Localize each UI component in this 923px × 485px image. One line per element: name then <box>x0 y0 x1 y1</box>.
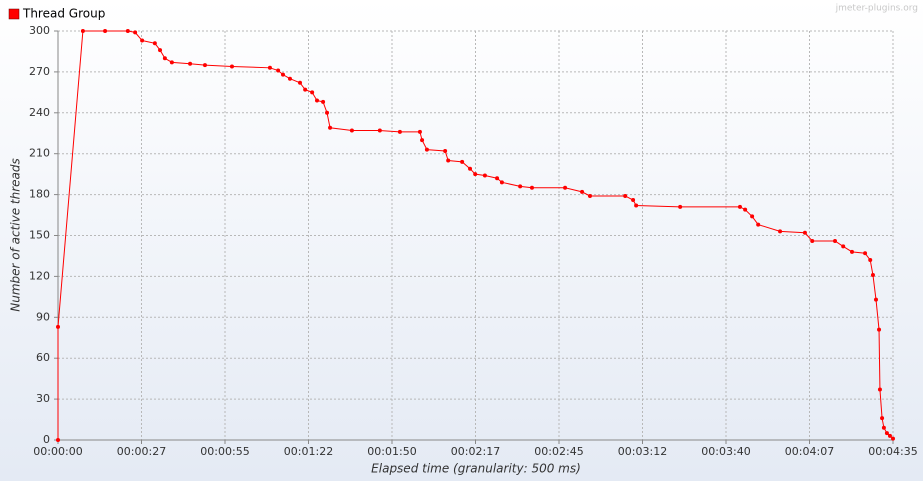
data-point <box>468 166 473 171</box>
x-tick-label: 00:03:12 <box>618 445 667 458</box>
data-point <box>802 230 807 235</box>
data-point <box>377 128 382 133</box>
data-point <box>303 87 308 92</box>
x-tick-label: 00:02:17 <box>451 445 500 458</box>
y-axis-label: Number of active threads <box>9 158 23 312</box>
data-point <box>188 61 193 66</box>
data-point <box>310 90 315 95</box>
data-point <box>297 80 302 85</box>
data-point <box>841 244 846 249</box>
data-point <box>833 238 838 243</box>
data-point <box>495 176 500 181</box>
data-point <box>810 238 815 243</box>
data-point <box>873 297 878 302</box>
data-point <box>884 431 889 436</box>
data-point <box>518 184 523 189</box>
data-point <box>424 147 429 152</box>
y-tick-label: 30 <box>36 392 50 405</box>
x-tick-label: 00:01:22 <box>284 445 333 458</box>
watermark: jmeter-plugins.org <box>835 4 918 14</box>
data-point <box>881 425 886 430</box>
x-tick-label: 00:02:45 <box>534 445 583 458</box>
y-tick-label: 300 <box>29 24 50 37</box>
data-point <box>580 189 585 194</box>
data-point <box>420 138 425 143</box>
data-point <box>587 193 592 198</box>
data-point <box>229 64 234 69</box>
data-point <box>80 29 85 33</box>
data-point <box>877 387 882 392</box>
x-tick-label: 00:04:35 <box>868 445 917 458</box>
x-tick-label: 00:04:07 <box>785 445 834 458</box>
data-point <box>678 204 683 209</box>
x-tick-label: 00:03:40 <box>701 445 750 458</box>
data-point <box>321 99 326 104</box>
data-point <box>169 60 174 65</box>
x-tick-label: 00:01:50 <box>367 445 416 458</box>
data-point <box>56 438 60 442</box>
data-point <box>891 436 895 441</box>
data-point <box>756 222 761 227</box>
data-point <box>482 173 487 178</box>
data-point <box>133 30 138 35</box>
data-point <box>276 68 281 73</box>
y-tick-label: 120 <box>29 269 50 282</box>
y-tick-label: 60 <box>36 351 50 364</box>
y-tick-label: 180 <box>29 188 50 201</box>
y-tick-label: 210 <box>29 147 50 160</box>
data-point <box>162 56 167 61</box>
y-tick-label: 90 <box>36 310 50 323</box>
data-point <box>870 273 875 278</box>
data-point <box>460 159 465 164</box>
y-tick-label: 150 <box>29 229 50 242</box>
data-point <box>443 148 448 153</box>
data-point <box>499 180 504 185</box>
data-point <box>325 110 330 115</box>
data-point <box>349 128 354 133</box>
data-point <box>473 172 478 177</box>
data-point <box>315 98 320 103</box>
data-point <box>280 72 285 77</box>
data-point <box>880 416 885 421</box>
data-point <box>778 229 783 234</box>
data-point <box>631 198 636 203</box>
data-point <box>634 203 639 208</box>
data-point <box>868 258 873 263</box>
data-point <box>563 185 568 190</box>
x-tick-label: 00:00:00 <box>33 445 82 458</box>
data-point <box>750 214 755 219</box>
x-axis-label: Elapsed time (granularity: 500 ms) <box>371 462 581 476</box>
data-point <box>202 63 207 68</box>
data-point <box>103 29 108 33</box>
data-point <box>737 204 742 209</box>
data-point <box>125 29 130 33</box>
data-point <box>328 125 333 130</box>
data-point <box>850 249 855 254</box>
data-point <box>140 38 145 43</box>
data-point <box>417 129 422 134</box>
data-point <box>877 327 882 332</box>
legend-label: Thread Group <box>22 7 105 21</box>
data-point <box>446 158 451 163</box>
data-point <box>56 324 60 329</box>
data-point <box>287 76 292 81</box>
x-tick-label: 00:00:27 <box>117 445 166 458</box>
data-point <box>152 41 157 46</box>
y-tick-label: 270 <box>29 65 50 78</box>
data-point <box>887 433 892 438</box>
data-point <box>158 48 163 53</box>
data-point <box>623 193 628 198</box>
data-point <box>397 129 402 134</box>
data-point <box>863 251 868 256</box>
y-tick-label: 0 <box>43 433 50 446</box>
y-tick-label: 240 <box>29 106 50 119</box>
data-point <box>529 185 534 190</box>
data-point <box>743 207 748 212</box>
x-tick-label: 00:00:55 <box>200 445 249 458</box>
data-point <box>267 65 272 70</box>
legend-swatch <box>8 8 20 20</box>
